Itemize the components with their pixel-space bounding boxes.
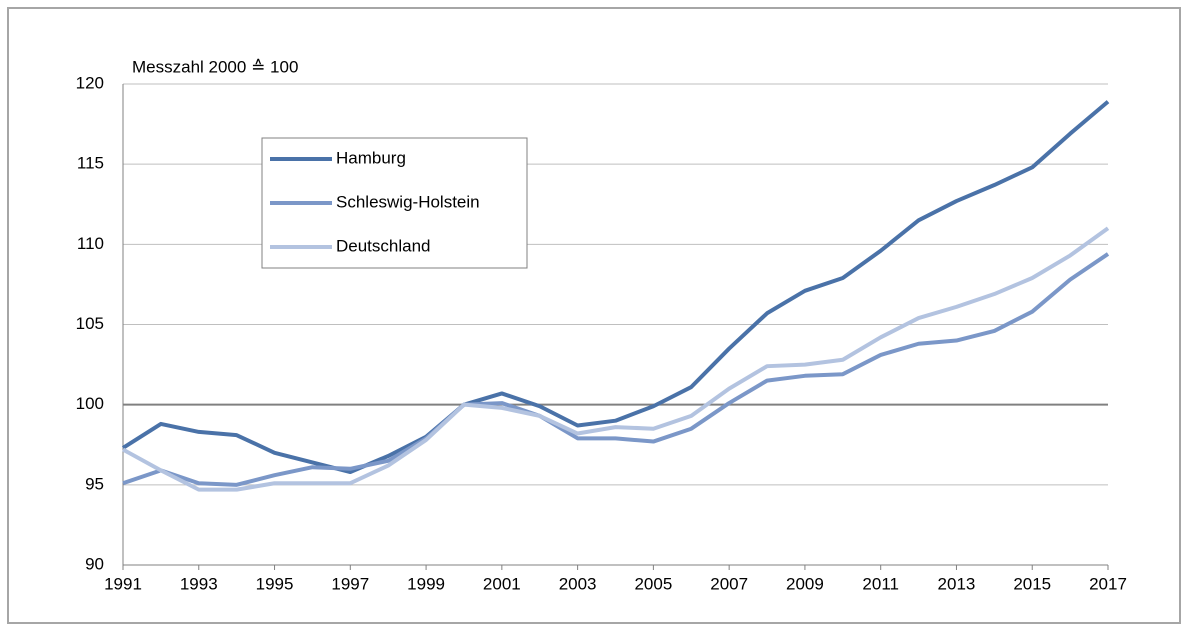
axis-label: Messzahl 2000 ≙ 100: [132, 57, 298, 76]
x-tick-label: 2003: [559, 574, 597, 593]
x-tick-label: 2017: [1089, 574, 1127, 593]
chart-frame: [7, 7, 1181, 624]
x-tick-label: 2015: [1013, 574, 1051, 593]
legend-label: Hamburg: [336, 148, 406, 167]
y-tick-label: 100: [76, 394, 104, 413]
series-line: [122, 252, 1110, 487]
x-tick-label: 1993: [180, 574, 218, 593]
x-tick-label: 2007: [710, 574, 748, 593]
x-tick-label: 2009: [786, 574, 824, 593]
x-tick-label: 1997: [331, 574, 369, 593]
x-tick-label: 2013: [938, 574, 976, 593]
x-tick-label: 1991: [104, 574, 142, 593]
series-line: [121, 100, 1110, 475]
y-tick-label: 110: [77, 234, 104, 253]
y-tick-label: 105: [76, 314, 104, 333]
y-tick-label: 95: [85, 474, 104, 493]
x-tick-label: 1995: [256, 574, 294, 593]
y-tick-label: 120: [76, 73, 104, 92]
legend-label: Schleswig-Holstein: [336, 192, 480, 211]
y-tick-label: 90: [85, 554, 104, 573]
series-line: [122, 226, 1110, 492]
x-tick-label: 2005: [634, 574, 672, 593]
legend-label: Deutschland: [336, 236, 431, 255]
x-tick-label: 2011: [862, 574, 899, 593]
x-tick-label: 1999: [407, 574, 445, 593]
x-tick-label: 2001: [483, 574, 521, 593]
y-tick-label: 115: [77, 154, 104, 173]
